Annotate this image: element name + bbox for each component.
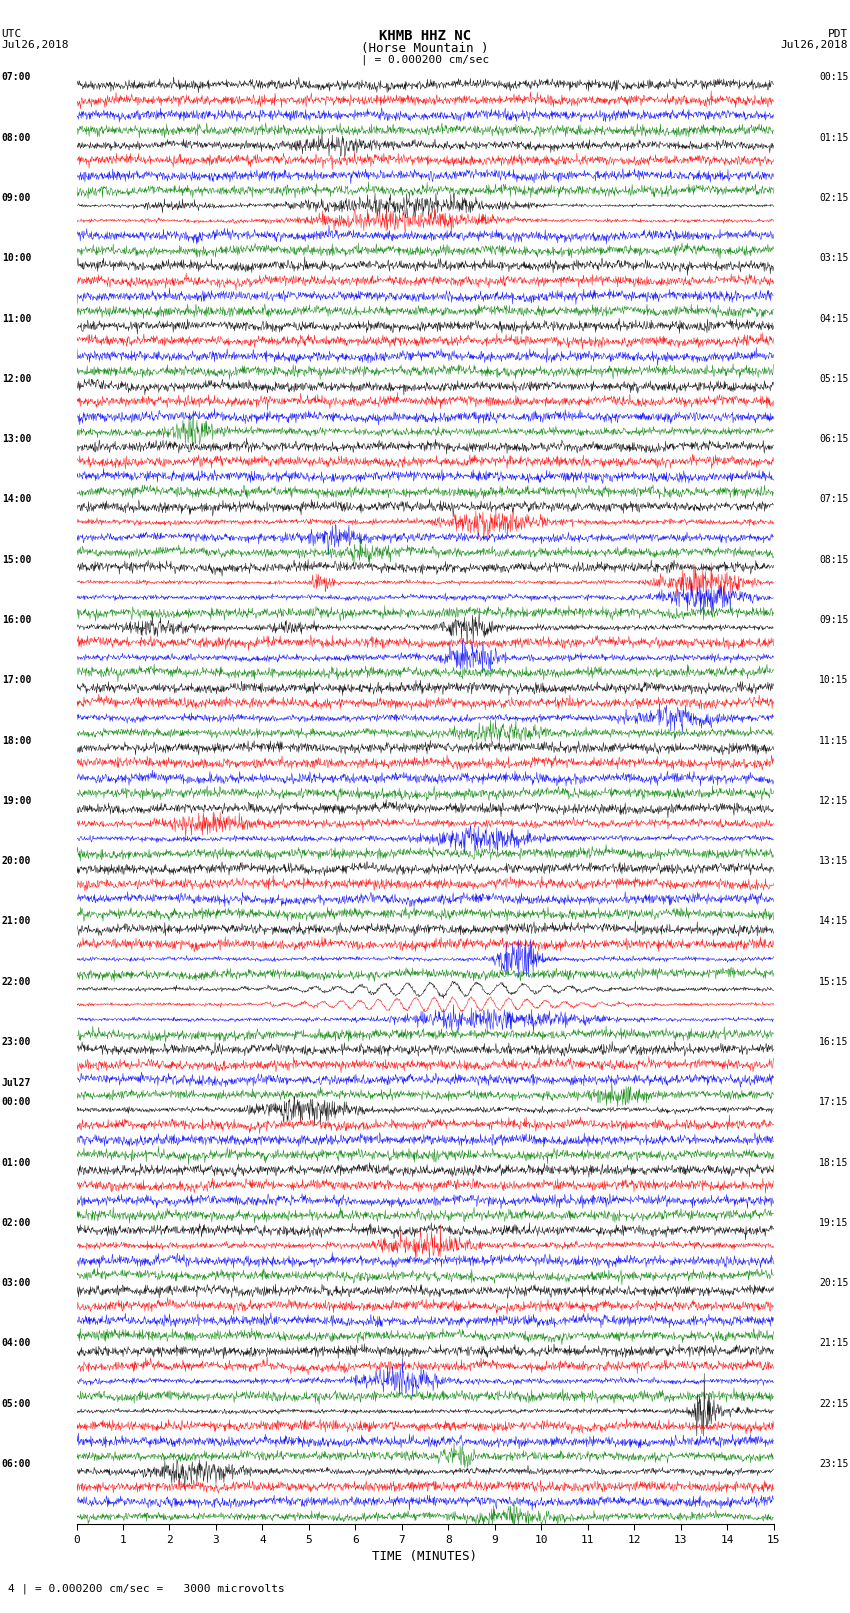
Text: 22:15: 22:15	[819, 1398, 848, 1408]
Text: 10:15: 10:15	[819, 676, 848, 686]
Text: 02:15: 02:15	[819, 194, 848, 203]
Text: 21:00: 21:00	[2, 916, 31, 926]
Text: | = 0.000200 cm/sec: | = 0.000200 cm/sec	[361, 55, 489, 66]
Text: Jul27: Jul27	[2, 1077, 31, 1087]
Text: 06:15: 06:15	[819, 434, 848, 444]
Text: 05:15: 05:15	[819, 374, 848, 384]
Text: UTC: UTC	[2, 29, 22, 39]
Text: 15:00: 15:00	[2, 555, 31, 565]
Text: 08:00: 08:00	[2, 132, 31, 142]
Text: 4 | = 0.000200 cm/sec =   3000 microvolts: 4 | = 0.000200 cm/sec = 3000 microvolts	[8, 1582, 286, 1594]
Text: 02:00: 02:00	[2, 1218, 31, 1227]
Text: 04:15: 04:15	[819, 313, 848, 324]
Text: KHMB HHZ NC: KHMB HHZ NC	[379, 29, 471, 44]
Text: 07:00: 07:00	[2, 73, 31, 82]
Text: 09:00: 09:00	[2, 194, 31, 203]
Text: 08:15: 08:15	[819, 555, 848, 565]
Text: 14:15: 14:15	[819, 916, 848, 926]
Text: 15:15: 15:15	[819, 977, 848, 987]
Text: 03:00: 03:00	[2, 1277, 31, 1289]
Text: 12:15: 12:15	[819, 795, 848, 806]
Text: 19:15: 19:15	[819, 1218, 848, 1227]
X-axis label: TIME (MINUTES): TIME (MINUTES)	[372, 1550, 478, 1563]
Text: 23:15: 23:15	[819, 1460, 848, 1469]
Text: 10:00: 10:00	[2, 253, 31, 263]
Text: 04:00: 04:00	[2, 1339, 31, 1348]
Text: 21:15: 21:15	[819, 1339, 848, 1348]
Text: 16:15: 16:15	[819, 1037, 848, 1047]
Text: 01:00: 01:00	[2, 1158, 31, 1168]
Text: 00:15: 00:15	[819, 73, 848, 82]
Text: 00:00: 00:00	[2, 1097, 31, 1107]
Text: 11:00: 11:00	[2, 313, 31, 324]
Text: 18:15: 18:15	[819, 1158, 848, 1168]
Text: 16:00: 16:00	[2, 615, 31, 624]
Text: 19:00: 19:00	[2, 795, 31, 806]
Text: 14:00: 14:00	[2, 495, 31, 505]
Text: 13:15: 13:15	[819, 857, 848, 866]
Text: (Horse Mountain ): (Horse Mountain )	[361, 42, 489, 55]
Text: 09:15: 09:15	[819, 615, 848, 624]
Text: 20:00: 20:00	[2, 857, 31, 866]
Text: 07:15: 07:15	[819, 495, 848, 505]
Text: 05:00: 05:00	[2, 1398, 31, 1408]
Text: Jul26,2018: Jul26,2018	[2, 40, 69, 50]
Text: PDT: PDT	[828, 29, 848, 39]
Text: 12:00: 12:00	[2, 374, 31, 384]
Text: 22:00: 22:00	[2, 977, 31, 987]
Text: 06:00: 06:00	[2, 1460, 31, 1469]
Text: 01:15: 01:15	[819, 132, 848, 142]
Text: 11:15: 11:15	[819, 736, 848, 745]
Text: 18:00: 18:00	[2, 736, 31, 745]
Text: Jul26,2018: Jul26,2018	[781, 40, 848, 50]
Text: 13:00: 13:00	[2, 434, 31, 444]
Text: 17:15: 17:15	[819, 1097, 848, 1107]
Text: 03:15: 03:15	[819, 253, 848, 263]
Text: 23:00: 23:00	[2, 1037, 31, 1047]
Text: 17:00: 17:00	[2, 676, 31, 686]
Text: 20:15: 20:15	[819, 1277, 848, 1289]
